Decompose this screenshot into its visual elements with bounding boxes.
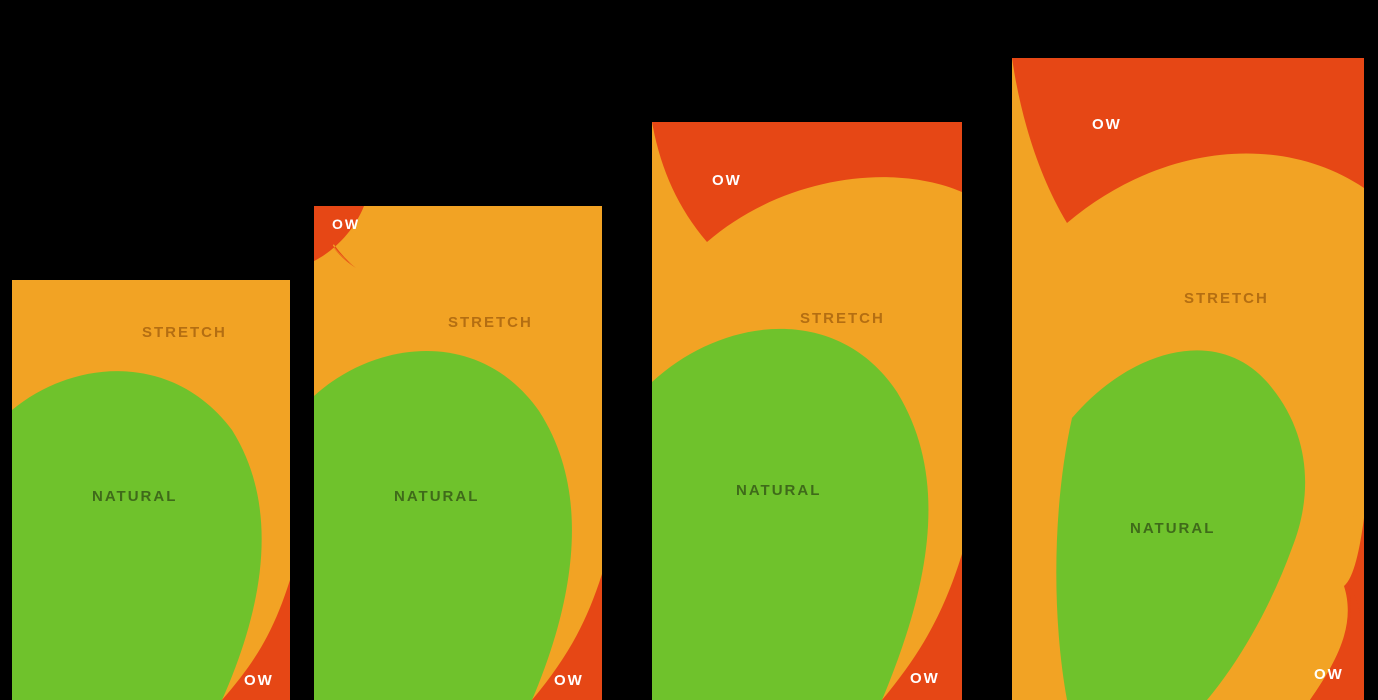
natural-label: NATURAL [1130,520,1215,537]
zones-svg-3 [652,122,962,700]
stretch-label: STRETCH [1184,290,1269,307]
ow-bottom-label: OW [910,670,940,687]
ow-bottom-label: OW [1314,666,1344,683]
ow-bottom-label: OW [244,672,274,689]
zones-svg-4 [1012,58,1364,700]
natural-zone [652,329,928,700]
natural-zone [314,351,572,700]
phone-panel-4: OW STRETCH NATURAL OW [1012,58,1364,700]
ow-top-label: OW [332,216,360,232]
stretch-label: STRETCH [448,314,533,331]
natural-label: NATURAL [394,488,479,505]
natural-label: NATURAL [92,488,177,505]
stretch-label: STRETCH [800,310,885,327]
phone-panel-1: STRETCH NATURAL OW [12,280,290,700]
phone-panel-2: OW STRETCH NATURAL OW [314,206,602,700]
natural-label: NATURAL [736,482,821,499]
zones-svg-2 [314,206,602,700]
ow-top-label: OW [712,172,742,189]
ow-bottom-label: OW [554,672,584,689]
phone-panel-3: OW STRETCH NATURAL OW [652,122,962,700]
diagram-stage: STRETCH NATURAL OW OW STRETCH NATURAL OW… [0,0,1378,700]
natural-zone [12,371,262,700]
ow-top-label: OW [1092,116,1122,133]
stretch-label: STRETCH [142,324,227,341]
